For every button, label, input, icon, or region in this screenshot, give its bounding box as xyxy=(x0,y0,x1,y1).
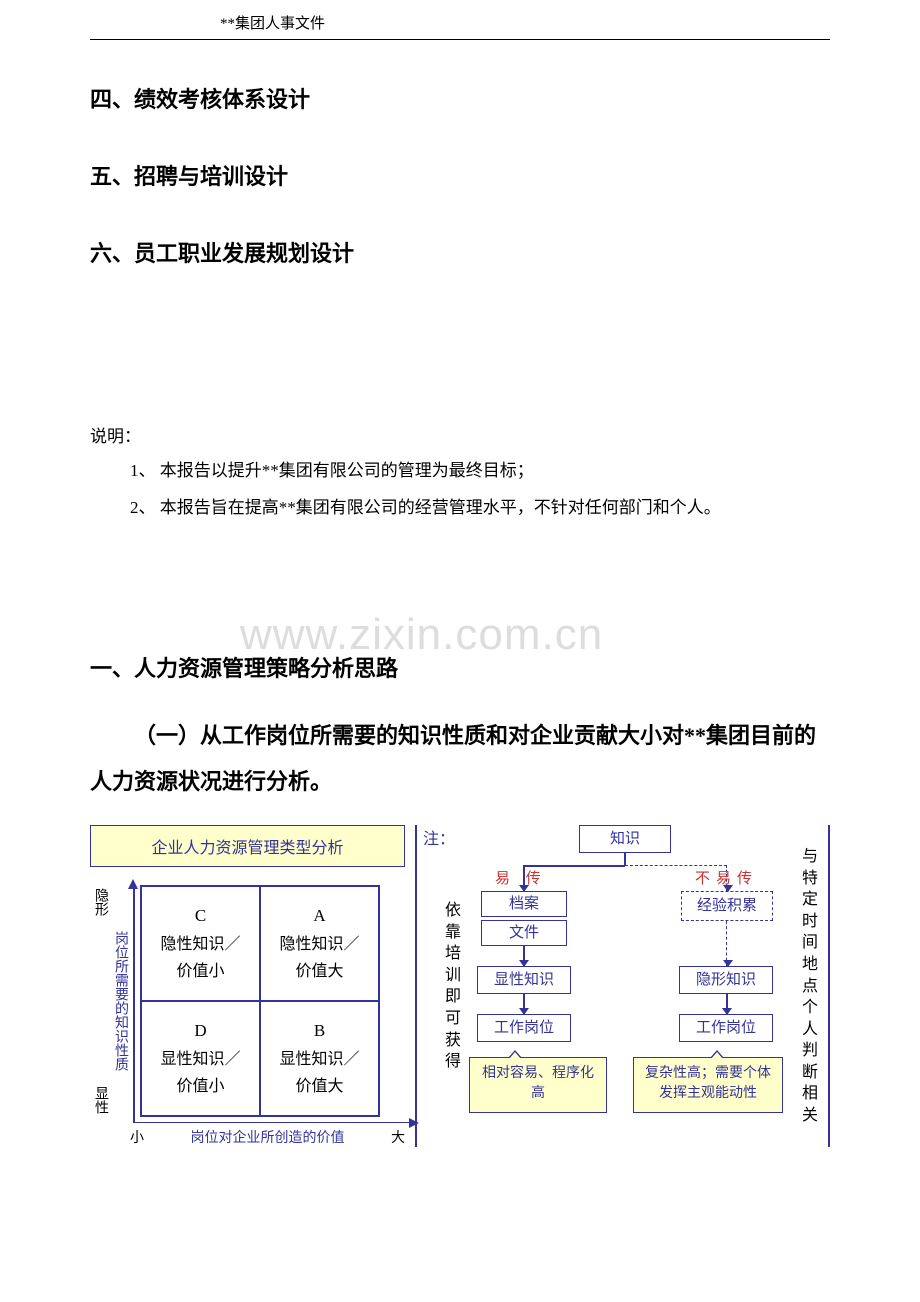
box-explicit: 显性知识 xyxy=(477,966,571,994)
flow-right-caption: 与特定时间地点个人判断相关 xyxy=(800,825,820,1147)
page-header: **集团人事文件 xyxy=(90,0,830,40)
quad-d-l2: 价值小 xyxy=(176,1073,224,1100)
y-axis-label: 岗位所需要的知识性质 xyxy=(110,885,130,1117)
flow-left-caption: 依靠培训即可获得 xyxy=(443,825,463,1147)
quad-a-l1: 隐性知识／ xyxy=(279,931,359,958)
section-1-para: （一）从工作岗位所需要的知识性质和对企业贡献大小对**集团目前的人力资源状况进行… xyxy=(90,713,830,805)
arrow-right-icon xyxy=(409,1118,419,1128)
quad-c-l2: 价值小 xyxy=(176,958,224,985)
quadrant-panel: 企业人力资源管理类型分析 隐形 显性 岗位所需要的知识性质 C 隐性知识／ xyxy=(90,825,405,1147)
y-end-labels: 隐形 显性 xyxy=(90,885,110,1117)
branch-left-label: 易 传 xyxy=(495,867,547,888)
heading-6: 六、员工职业发展规划设计 xyxy=(90,236,830,271)
intro-item-1: 1、 本报告以提升**集团有限公司的管理为最终目标； xyxy=(90,457,830,484)
quad-a-l2: 价值大 xyxy=(295,958,343,985)
flow-panel: 注： 依靠培训即可获得 知识 .flow-area > .vconn[data-… xyxy=(415,825,830,1147)
quad-c-letter: C xyxy=(195,902,206,931)
note-label: 注： xyxy=(423,825,443,1147)
x-axis-label: 岗位对企业所创造的价值 xyxy=(144,1127,391,1147)
vline-br3 xyxy=(726,994,728,1014)
quadrant-a: A 隐性知识／ 价值大 xyxy=(260,886,379,1001)
heading-5: 五、招聘与培训设计 xyxy=(90,159,830,194)
hline-top-r xyxy=(625,865,727,866)
box-job-right: 工作岗位 xyxy=(679,1014,773,1042)
header-text: **集团人事文件 xyxy=(220,16,325,32)
heading-4: 四、绩效考核体系设计 xyxy=(90,82,830,117)
quadrant-b: B 显性知识／ 价值大 xyxy=(260,1001,379,1116)
x-right: 大 xyxy=(391,1127,405,1147)
x-left: 小 xyxy=(130,1127,144,1147)
callout-right: 复杂性高；需要个体发挥主观能动性 xyxy=(633,1057,783,1112)
branch-right-label: 不易传 xyxy=(695,867,758,888)
quadrant-grid: C 隐性知识／ 价值小 A 隐性知识／ 价值大 D 显性知识／ 价值小 xyxy=(140,885,380,1117)
axis-x xyxy=(133,1122,413,1124)
quadrant-d: D 显性知识／ 价值小 xyxy=(141,1001,260,1116)
box-experience: 经验积累 xyxy=(681,891,773,921)
quad-b-l1: 显性知识／ xyxy=(279,1046,359,1073)
quad-a-letter: A xyxy=(313,902,325,931)
box-job-left: 工作岗位 xyxy=(477,1014,571,1042)
box-tacit: 隐形知识 xyxy=(679,966,773,994)
callout-left: 相对容易、程序化高 xyxy=(469,1057,607,1112)
quadrant-c: C 隐性知识／ 价值小 xyxy=(141,886,260,1001)
vline-top xyxy=(624,853,626,865)
y-bottom: 显性 xyxy=(90,1086,110,1114)
section-1-title: 一、人力资源管理策略分析思路 xyxy=(90,651,830,683)
panel-title: 企业人力资源管理类型分析 xyxy=(90,825,405,867)
quad-b-letter: B xyxy=(314,1017,325,1046)
quadrant-area: 隐形 显性 岗位所需要的知识性质 C 隐性知识／ 价值小 xyxy=(90,885,405,1117)
quad-d-letter: D xyxy=(194,1017,206,1046)
box-doc: 文件 xyxy=(481,920,567,946)
quad-c-l1: 隐性知识／ xyxy=(160,931,240,958)
x-label-row: 小 岗位对企业所创造的价值 大 xyxy=(90,1127,405,1147)
quadrant-grid-wrap: C 隐性知识／ 价值小 A 隐性知识／ 价值大 D 显性知识／ 价值小 xyxy=(130,885,405,1117)
flow-area: 知识 .flow-area > .vconn[data-name="vline-… xyxy=(463,825,800,1141)
box-archive: 档案 xyxy=(481,891,567,917)
intro-label: 说明： xyxy=(90,422,830,447)
diagram: 企业人力资源管理类型分析 隐形 显性 岗位所需要的知识性质 C 隐性知识／ xyxy=(90,825,830,1147)
page-content: 四、绩效考核体系设计 五、招聘与培训设计 六、员工职业发展规划设计 说明： 1、… xyxy=(0,82,920,1147)
intro-item-2: 2、 本报告旨在提高**集团有限公司的经营管理水平，不针对任何部门和个人。 xyxy=(90,494,830,521)
box-knowledge: 知识 xyxy=(579,825,671,853)
vline-br2 xyxy=(726,921,728,966)
vline-bl3 xyxy=(523,994,525,1014)
quad-d-l1: 显性知识／ xyxy=(160,1046,240,1073)
y-top: 隐形 xyxy=(90,888,110,916)
quad-b-l2: 价值大 xyxy=(295,1073,343,1100)
axis-y xyxy=(133,887,135,1123)
vline-bl2 xyxy=(523,946,525,966)
